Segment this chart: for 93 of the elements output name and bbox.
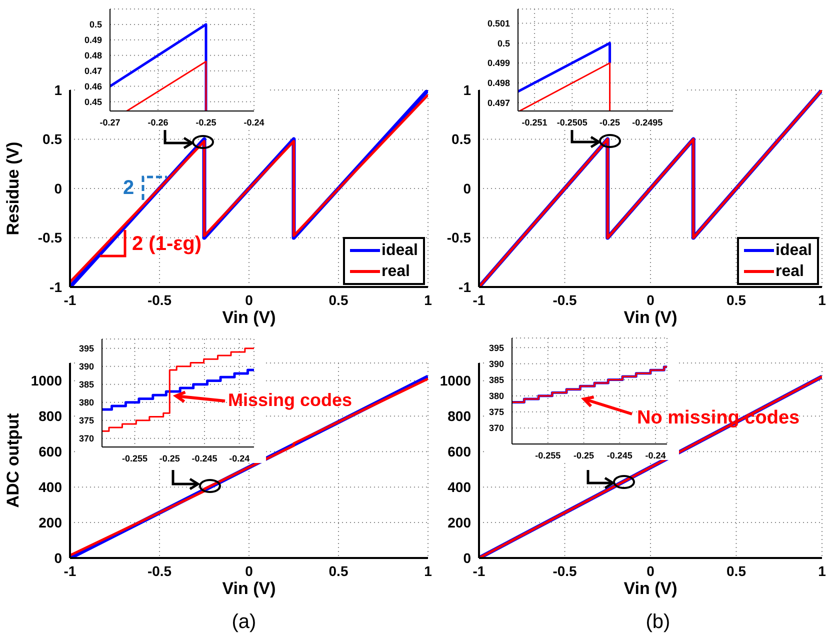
y-tick-label: 0.5 bbox=[89, 20, 102, 30]
x-tick-label: -0.27 bbox=[100, 117, 120, 128]
text: (b) bbox=[646, 611, 670, 633]
y-tick-label: 375 bbox=[78, 416, 94, 426]
x-tick-label: 0.5 bbox=[328, 562, 348, 579]
y-tick-label: 0.5 bbox=[452, 131, 472, 148]
y-tick-label: 0.501 bbox=[487, 18, 510, 28]
y-axis-title: Residue (V) bbox=[3, 142, 22, 236]
x-tick-label: -0.251 bbox=[522, 117, 548, 128]
y-axis-title: ADC output bbox=[3, 412, 22, 508]
x-tick-label: 1 bbox=[818, 562, 826, 579]
x-tick-label: -0.25 bbox=[196, 117, 216, 128]
y-tick-label: 390 bbox=[78, 362, 94, 372]
legend-label: ideal bbox=[382, 242, 418, 260]
x-tick-label: 0 bbox=[245, 562, 254, 579]
y-tick-label: 0.499 bbox=[487, 58, 510, 68]
x-tick-label: -0.2495 bbox=[632, 117, 663, 128]
y-tick-label: 390 bbox=[488, 358, 504, 369]
x-tick-label: 0.5 bbox=[328, 292, 348, 308]
x-tick-label: -0.24 bbox=[229, 453, 250, 464]
x-tick-label: -0.245 bbox=[606, 450, 632, 460]
y-tick-label: 395 bbox=[488, 342, 504, 353]
x-axis-title: Vin (V) bbox=[624, 579, 678, 598]
x-tick-label: -0.5 bbox=[147, 562, 172, 579]
x-axis-title: Vin (V) bbox=[222, 579, 276, 598]
x-tick-label: -0.245 bbox=[192, 453, 218, 464]
x-axis-title: Vin (V) bbox=[222, 308, 276, 327]
annotation: 2 (1-εg) bbox=[132, 233, 202, 255]
x-tick-label: -0.25 bbox=[574, 450, 594, 460]
x-tick-label: 0.5 bbox=[726, 562, 746, 579]
y-tick-label: 385 bbox=[488, 374, 504, 385]
x-tick-label: 0 bbox=[646, 562, 655, 579]
y-tick-label: 0.47 bbox=[84, 66, 102, 76]
y-tick-label: 400 bbox=[448, 479, 472, 496]
y-tick-label: 1000 bbox=[30, 372, 62, 389]
y-tick-label: -1 bbox=[458, 278, 472, 295]
legend-label: ideal bbox=[776, 242, 812, 260]
annotation: No missing codes bbox=[637, 408, 800, 428]
y-tick-label: 380 bbox=[78, 398, 94, 408]
y-tick-label: 800 bbox=[448, 408, 472, 424]
legend-label: real bbox=[382, 262, 410, 280]
y-tick-label: 0.45 bbox=[84, 96, 102, 107]
y-tick-label: 0.497 bbox=[487, 98, 510, 108]
y-tick-label: 370 bbox=[78, 434, 94, 444]
y-tick-label: 1 bbox=[463, 82, 472, 98]
x-tick-label: -0.2505 bbox=[556, 117, 588, 128]
x-tick-label: 0 bbox=[646, 292, 655, 308]
y-tick-label: 200 bbox=[448, 514, 472, 531]
annotation: Missing codes bbox=[228, 390, 352, 410]
x-tick-label: 0 bbox=[245, 292, 254, 308]
x-tick-label: -0.25 bbox=[159, 453, 180, 464]
x-tick-label: 1 bbox=[424, 292, 432, 308]
y-tick-label: 600 bbox=[38, 444, 62, 460]
y-tick-label: -0.5 bbox=[38, 230, 62, 246]
x-tick-label: -0.5 bbox=[552, 562, 578, 579]
x-tick-label: -0.255 bbox=[535, 450, 561, 460]
y-tick-label: 0.49 bbox=[84, 35, 102, 46]
y-tick-label: 600 bbox=[448, 444, 472, 460]
x-tick-label: -0.24 bbox=[244, 117, 264, 128]
y-tick-label: 1000 bbox=[440, 372, 472, 389]
x-tick-label: 1 bbox=[818, 292, 826, 308]
y-tick-label: 0.46 bbox=[84, 81, 102, 92]
x-tick-label: 0.5 bbox=[726, 292, 746, 308]
x-axis-title: Vin (V) bbox=[624, 308, 678, 327]
x-tick-label: -0.26 bbox=[148, 117, 168, 128]
x-tick-label: -0.5 bbox=[147, 292, 172, 308]
y-tick-label: 1 bbox=[54, 82, 62, 98]
y-tick-label: -1 bbox=[50, 278, 62, 295]
y-tick-label: 380 bbox=[488, 391, 504, 402]
y-tick-label: 400 bbox=[38, 479, 62, 496]
legend-label: real bbox=[776, 262, 804, 280]
annotation: 2 bbox=[123, 177, 134, 199]
y-tick-label: 0.48 bbox=[84, 50, 102, 61]
x-tick-label: -0.24 bbox=[645, 450, 666, 460]
y-tick-label: 200 bbox=[38, 514, 62, 531]
y-tick-label: 0.498 bbox=[487, 78, 510, 88]
y-tick-label: 0.5 bbox=[42, 131, 62, 148]
x-tick-label: -0.255 bbox=[122, 453, 148, 464]
text: (a) bbox=[232, 611, 256, 633]
x-tick-label: -0.5 bbox=[552, 292, 578, 308]
y-tick-label: 370 bbox=[488, 423, 504, 434]
x-tick-label: -0.25 bbox=[600, 117, 620, 128]
y-tick-label: 385 bbox=[78, 380, 94, 390]
y-tick-label: 375 bbox=[488, 407, 504, 418]
y-tick-label: 0 bbox=[54, 550, 62, 566]
x-tick-label: 1 bbox=[424, 562, 432, 579]
y-tick-label: 395 bbox=[78, 344, 94, 354]
y-tick-label: 0 bbox=[463, 550, 472, 566]
y-tick-label: 0 bbox=[54, 180, 62, 196]
y-tick-label: 0 bbox=[463, 180, 472, 196]
y-tick-label: 0.5 bbox=[497, 38, 510, 48]
y-tick-label: 800 bbox=[38, 408, 62, 424]
y-tick-label: -0.5 bbox=[446, 230, 472, 246]
